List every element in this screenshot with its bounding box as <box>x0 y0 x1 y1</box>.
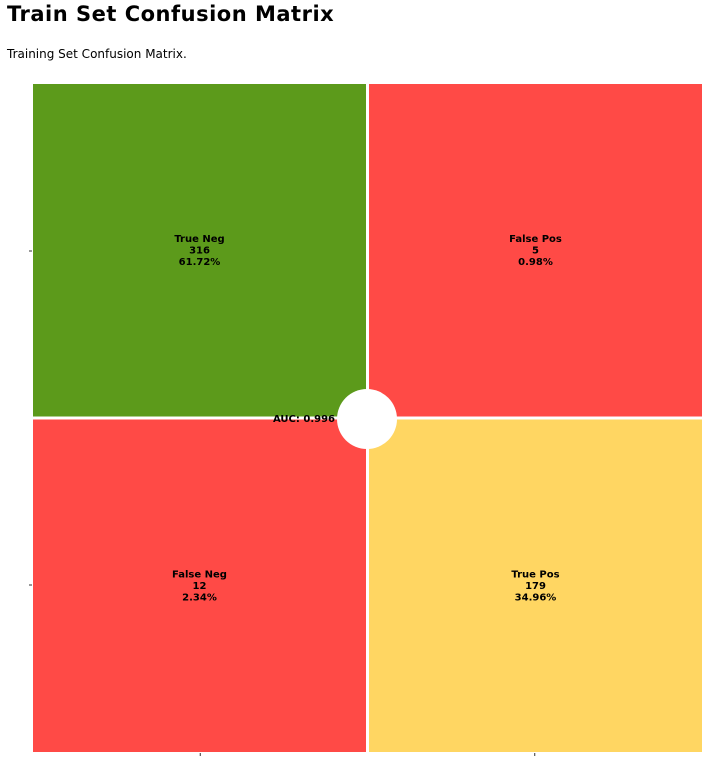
chart-subtitle: Training Set Confusion Matrix. <box>7 47 187 61</box>
cell-count: 316 <box>189 245 210 256</box>
cell-label: True Neg <box>174 234 224 245</box>
cell-label: False Pos <box>509 234 562 245</box>
matrix-cell-true-pos <box>369 419 702 752</box>
cell-count: 5 <box>532 245 539 256</box>
chart-title: Train Set Confusion Matrix <box>7 2 335 26</box>
matrix-cell-false-neg <box>33 419 366 752</box>
auc-label: AUC: 0.996 <box>273 414 335 425</box>
cell-label: False Neg <box>172 569 227 580</box>
cell-percent: 61.72% <box>179 257 221 268</box>
auc-center-circle <box>337 389 397 449</box>
cell-percent: 2.34% <box>182 592 217 603</box>
cell-label: True Pos <box>511 569 559 580</box>
matrix-cell-false-pos <box>369 84 702 417</box>
cell-percent: 34.96% <box>515 592 557 603</box>
cell-count: 12 <box>193 581 207 592</box>
cell-count: 179 <box>525 581 546 592</box>
cell-percent: 0.98% <box>518 257 553 268</box>
matrix-cell-true-neg <box>33 84 366 417</box>
